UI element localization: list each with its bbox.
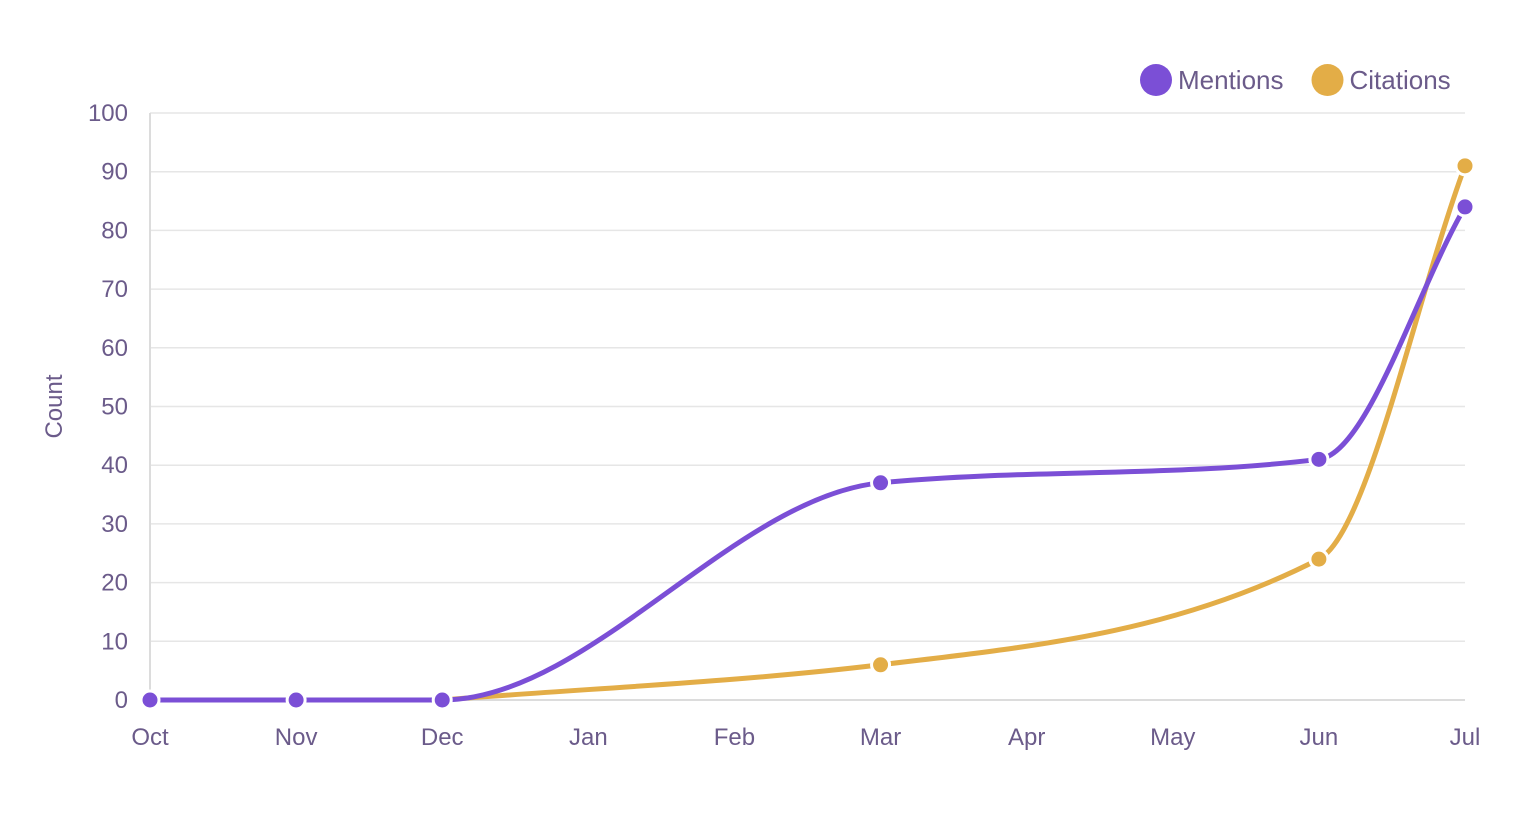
x-tick-label: Dec — [421, 724, 464, 751]
data-point-citations[interactable] — [1454, 155, 1476, 177]
y-axis-title: Count — [41, 374, 68, 438]
data-point-mentions[interactable] — [285, 689, 307, 711]
y-axis-tick-labels: 0 10 20 30 40 50 60 70 80 90 100 — [88, 100, 128, 714]
series-line-citations — [439, 163, 1468, 703]
y-tick-label: 10 — [101, 628, 128, 655]
legend-label-mentions: Mentions — [1178, 65, 1284, 95]
series-mentions — [139, 196, 1476, 711]
series-citations — [431, 155, 1476, 711]
y-tick-label: 90 — [101, 159, 128, 186]
legend-item-citations[interactable]: Citations — [1311, 64, 1451, 96]
x-tick-label: Apr — [1008, 724, 1045, 751]
grid-lines — [150, 112, 1465, 643]
data-point-mentions[interactable] — [1454, 196, 1476, 218]
x-tick-label: May — [1150, 724, 1195, 751]
legend-item-mentions[interactable]: Mentions — [1140, 64, 1284, 96]
y-tick-label: 20 — [101, 570, 128, 597]
legend-marker-mentions — [1140, 64, 1172, 96]
x-tick-label: Jul — [1450, 724, 1481, 751]
y-tick-label: 100 — [88, 100, 128, 127]
data-point-mentions[interactable] — [139, 689, 161, 711]
y-tick-label: 70 — [101, 276, 128, 303]
data-point-citations[interactable] — [1308, 548, 1330, 570]
legend-marker-citations — [1311, 64, 1344, 96]
data-point-mentions[interactable] — [1308, 448, 1330, 470]
data-point-mentions[interactable] — [870, 472, 892, 494]
legend-label-citations: Citations — [1350, 65, 1451, 95]
x-tick-label: Oct — [131, 724, 169, 751]
y-tick-label: 50 — [101, 394, 128, 421]
x-tick-label: Feb — [714, 724, 755, 751]
x-tick-label: Jan — [569, 724, 608, 751]
legend[interactable]: Mentions Citations — [1140, 64, 1451, 96]
y-tick-label: 80 — [101, 217, 128, 244]
y-tick-label: 30 — [101, 511, 128, 538]
x-tick-label: Nov — [275, 724, 318, 751]
series-line-mentions — [147, 204, 1468, 703]
data-point-mentions[interactable] — [431, 689, 453, 711]
series — [139, 155, 1476, 711]
x-axis-tick-labels: Oct Nov Dec Jan Feb Mar Apr May Jun Jul — [131, 724, 1480, 751]
y-tick-label: 0 — [115, 687, 128, 714]
x-tick-label: Jun — [1300, 724, 1339, 751]
data-point-citations[interactable] — [870, 654, 892, 676]
y-tick-label: 40 — [101, 452, 128, 479]
x-tick-label: Mar — [860, 724, 901, 751]
y-tick-label: 60 — [101, 335, 128, 362]
